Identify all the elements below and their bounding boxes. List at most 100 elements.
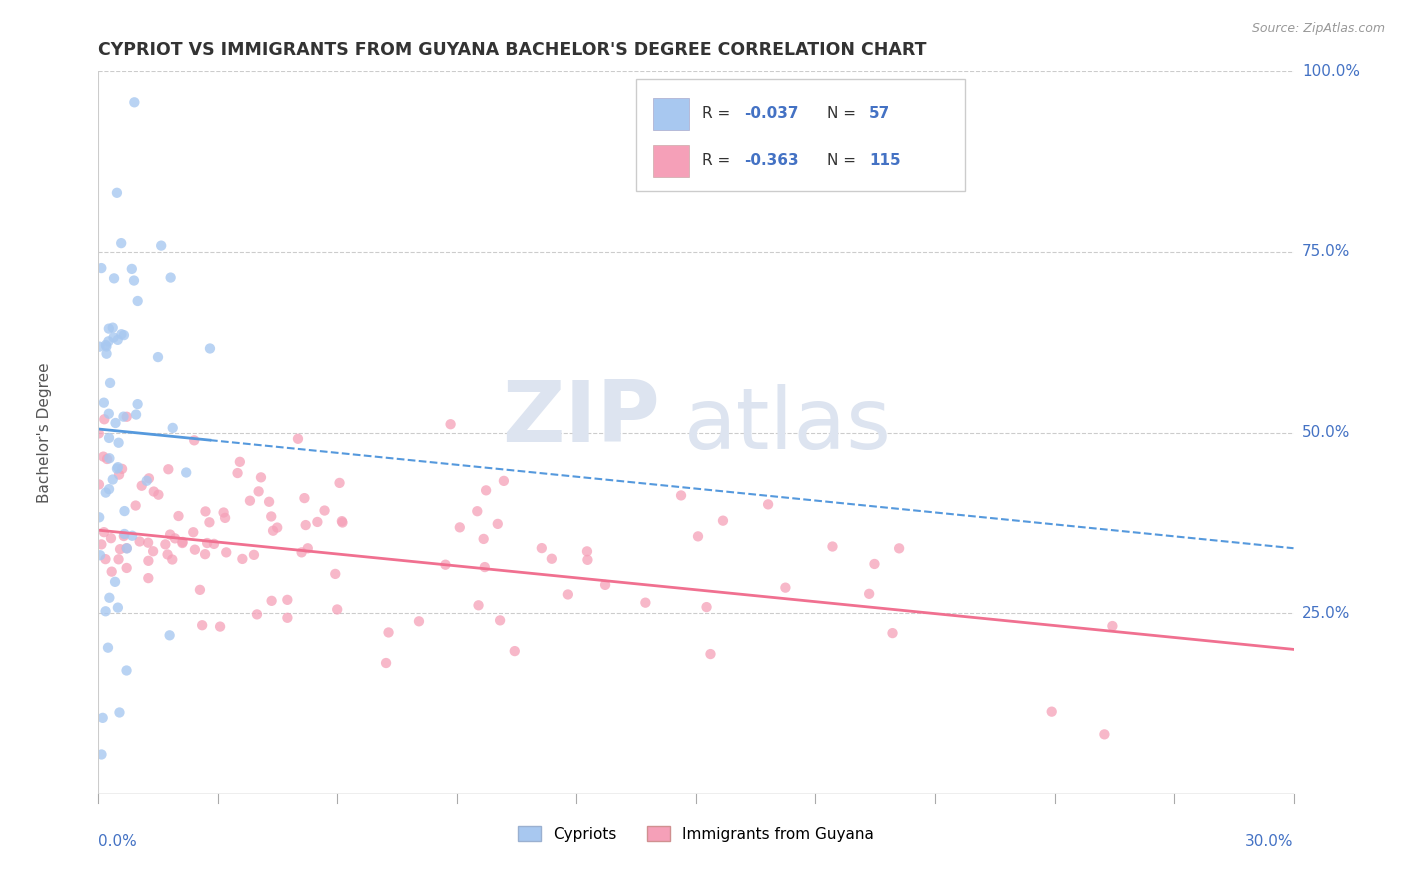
- Point: [87, 426, 110, 441]
- Point: [669, 488, 692, 502]
- Point: [172, 536, 194, 550]
- Point: [162, 552, 184, 566]
- Point: [172, 535, 194, 549]
- Point: [246, 607, 269, 622]
- Point: [449, 520, 471, 534]
- Point: [188, 582, 211, 597]
- Point: [125, 408, 148, 422]
- Point: [307, 515, 329, 529]
- Point: [686, 529, 709, 543]
- Text: R =: R =: [702, 106, 735, 121]
- Point: [486, 516, 509, 531]
- Point: [294, 491, 316, 505]
- Point: [530, 541, 553, 555]
- Point: [94, 485, 117, 500]
- Text: 115: 115: [869, 153, 901, 169]
- Point: [124, 95, 146, 110]
- Point: [194, 547, 217, 561]
- Point: [159, 270, 181, 285]
- Point: [756, 497, 779, 511]
- Point: [181, 525, 204, 540]
- Point: [107, 552, 129, 566]
- Point: [108, 467, 131, 482]
- Point: [110, 327, 132, 342]
- Point: [699, 647, 721, 661]
- Point: [156, 548, 179, 562]
- Point: [89, 510, 111, 524]
- Point: [231, 552, 253, 566]
- Point: [148, 488, 170, 502]
- Point: [775, 581, 797, 595]
- Point: [107, 600, 129, 615]
- Point: [882, 626, 904, 640]
- Text: R =: R =: [702, 153, 735, 169]
- Point: [98, 451, 121, 466]
- Point: [90, 537, 112, 551]
- Point: [93, 412, 115, 426]
- Point: [94, 552, 117, 566]
- Point: [492, 474, 515, 488]
- Point: [93, 450, 115, 464]
- Point: [503, 644, 526, 658]
- Point: [150, 238, 173, 252]
- Point: [314, 503, 336, 517]
- Point: [439, 417, 461, 432]
- Point: [105, 461, 128, 475]
- Text: -0.363: -0.363: [744, 153, 799, 169]
- Point: [332, 516, 354, 530]
- Point: [1101, 619, 1123, 633]
- Point: [887, 541, 910, 556]
- Point: [215, 545, 238, 559]
- Point: [138, 554, 160, 568]
- Point: [260, 509, 283, 524]
- Point: [330, 514, 353, 528]
- Point: [162, 421, 184, 435]
- Point: [94, 338, 117, 352]
- Point: [128, 534, 150, 549]
- Text: Bachelor's Degree: Bachelor's Degree: [37, 362, 52, 503]
- Point: [107, 460, 129, 475]
- Text: 30.0%: 30.0%: [1246, 834, 1294, 848]
- Point: [214, 511, 236, 525]
- Point: [90, 747, 112, 762]
- Point: [108, 542, 131, 557]
- Point: [98, 591, 121, 605]
- Point: [97, 407, 120, 421]
- Point: [297, 541, 319, 556]
- Point: [142, 544, 165, 558]
- Point: [247, 484, 270, 499]
- Point: [194, 504, 217, 518]
- Point: [131, 479, 153, 493]
- Point: [97, 640, 120, 655]
- Text: 50.0%: 50.0%: [1302, 425, 1350, 440]
- Point: [276, 611, 298, 625]
- Point: [136, 535, 159, 549]
- Text: ZIP: ZIP: [502, 376, 661, 459]
- Point: [112, 529, 135, 543]
- Point: [821, 540, 844, 554]
- Point: [174, 466, 197, 480]
- Point: [157, 462, 180, 476]
- Point: [198, 342, 221, 356]
- Point: [107, 333, 129, 347]
- Point: [115, 409, 138, 424]
- Point: [142, 484, 165, 499]
- Point: [89, 548, 111, 562]
- Point: [434, 558, 457, 572]
- Point: [127, 293, 149, 308]
- Point: [138, 471, 160, 485]
- Point: [575, 544, 598, 558]
- Point: [121, 529, 143, 543]
- Point: [1040, 705, 1063, 719]
- Point: [257, 495, 280, 509]
- Point: [97, 321, 120, 335]
- Point: [115, 541, 138, 556]
- FancyBboxPatch shape: [652, 98, 689, 130]
- Point: [863, 557, 886, 571]
- Point: [167, 509, 190, 524]
- Point: [250, 470, 273, 484]
- Point: [96, 452, 118, 467]
- Point: [107, 435, 129, 450]
- Point: [202, 537, 225, 551]
- FancyBboxPatch shape: [652, 145, 689, 177]
